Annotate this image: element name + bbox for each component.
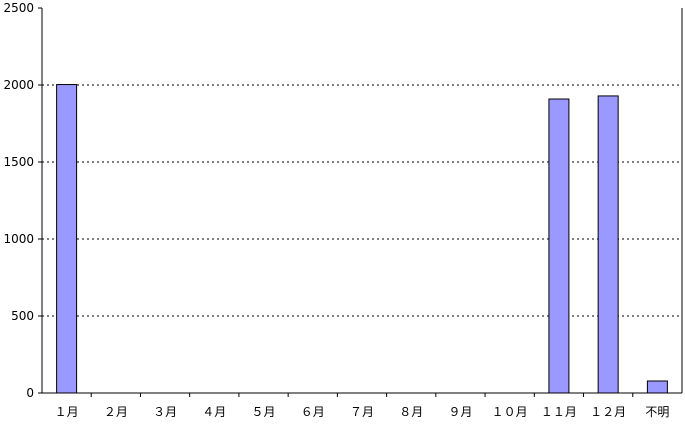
x-tick-label: １１月 xyxy=(541,405,577,419)
bar xyxy=(646,380,668,394)
y-tick-label: 2000 xyxy=(3,78,34,92)
x-tick-label: ９月 xyxy=(448,405,472,419)
x-tick-label: ４月 xyxy=(202,405,226,419)
y-tick-label: 0 xyxy=(26,386,34,400)
x-tick-label: ７月 xyxy=(350,405,374,419)
bar xyxy=(597,95,619,394)
y-tick-label: 1000 xyxy=(3,232,34,246)
x-tick-label: １月 xyxy=(55,405,79,419)
y-tick-label: 1500 xyxy=(3,155,34,169)
bar xyxy=(548,98,570,394)
x-tick-label: ３月 xyxy=(153,405,177,419)
y-tick-label: 2500 xyxy=(3,1,34,15)
x-tick-label: 不明 xyxy=(645,405,669,419)
bar xyxy=(56,84,78,394)
x-tick-label: ５月 xyxy=(252,405,276,419)
x-tick-label: ２月 xyxy=(104,405,128,419)
x-tick-label: ８月 xyxy=(399,405,423,419)
y-tick-label: 500 xyxy=(11,309,34,323)
x-tick-label: ６月 xyxy=(301,405,325,419)
x-tick-label: １０月 xyxy=(492,405,528,419)
x-tick-label: １２月 xyxy=(590,405,626,419)
